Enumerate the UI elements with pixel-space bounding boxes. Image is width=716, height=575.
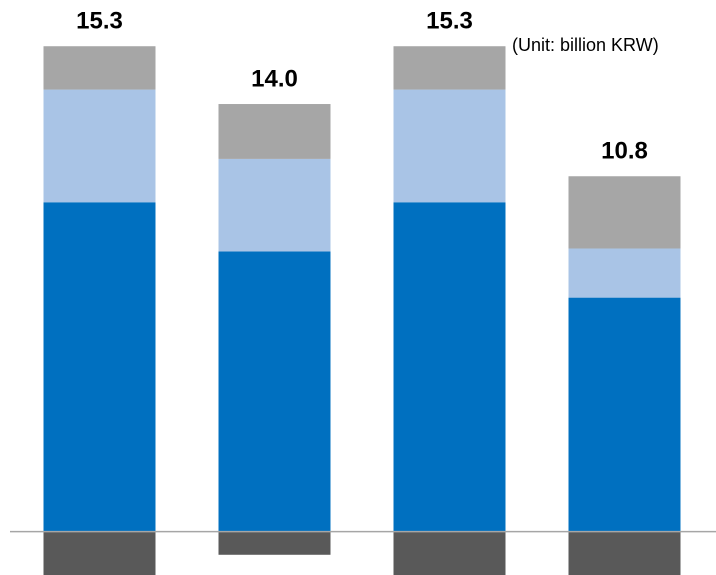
bar-segment	[218, 104, 331, 159]
bar-segment	[568, 297, 681, 532]
bar-segment	[393, 89, 506, 203]
unit-note: (Unit: billion KRW)	[512, 35, 659, 55]
total-label: 14.0	[251, 65, 298, 92]
bar-segment	[43, 202, 156, 532]
bar-segment	[218, 158, 331, 252]
bar-segment	[43, 46, 156, 90]
bar-segment	[393, 202, 506, 532]
total-label: 15.3	[76, 8, 123, 35]
bar-segment	[218, 531, 331, 555]
total-label: 10.8	[601, 138, 648, 165]
bar-segment	[218, 251, 331, 532]
bar-segment	[568, 531, 681, 575]
bar-segment	[568, 176, 681, 249]
total-label: 15.3	[426, 8, 473, 35]
bar-segment	[43, 89, 156, 203]
bar-segment	[393, 46, 506, 90]
bar-segment	[393, 531, 506, 575]
bar-segment	[568, 248, 681, 298]
bar-segment	[43, 531, 156, 575]
